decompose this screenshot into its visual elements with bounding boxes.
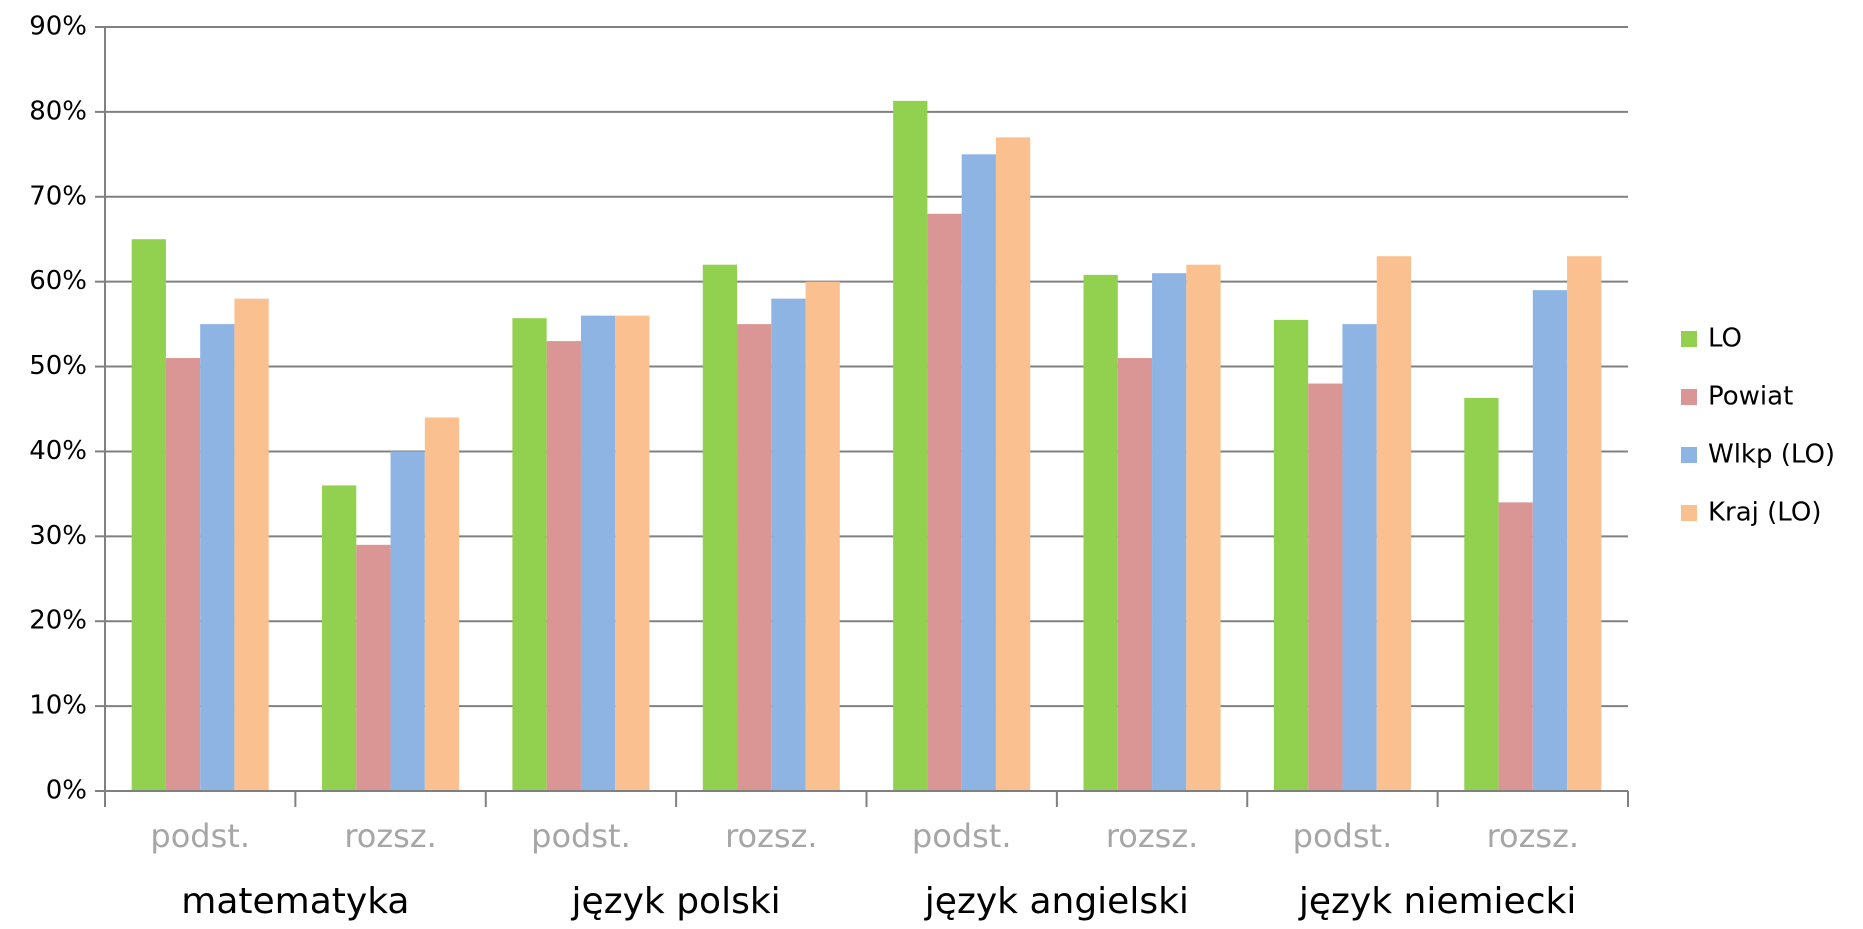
bar (893, 100, 928, 791)
bar (1152, 273, 1187, 792)
bar (356, 544, 391, 791)
bar (322, 485, 357, 791)
y-tick-label: 70% (29, 181, 87, 211)
bar (995, 137, 1031, 791)
bar (771, 298, 806, 791)
bar (805, 281, 840, 791)
x-tick-label: rozsz. (1106, 817, 1198, 855)
bar (1308, 383, 1343, 791)
y-tick-label: 50% (29, 351, 87, 381)
legend-label: Wlkp (LO) (1708, 440, 1835, 470)
y-tick-label: 40% (29, 436, 87, 466)
y-tick-label: 10% (29, 691, 87, 721)
y-tick-label: 30% (29, 521, 87, 551)
bar (546, 341, 581, 791)
x-tick-label: podst. (912, 817, 1012, 855)
y-tick-label: 0% (46, 776, 87, 806)
y-tick-label: 80% (29, 96, 87, 126)
x-tick-label: rozsz. (725, 817, 817, 855)
bar (1567, 256, 1602, 791)
legend-label: Kraj (LO) (1708, 498, 1821, 528)
bar (1498, 502, 1533, 791)
bar (1083, 274, 1118, 791)
bar (1117, 358, 1153, 791)
bar (1532, 290, 1568, 791)
legend-label: Powiat (1708, 382, 1793, 412)
y-tick-label: 60% (29, 266, 87, 296)
x-tick-label: rozsz. (1487, 817, 1579, 855)
legend-swatch (1681, 447, 1697, 463)
group-label: język polski (571, 881, 781, 922)
x-tick-label: rozsz. (344, 817, 436, 855)
bar (1273, 319, 1309, 791)
bar (424, 417, 460, 791)
x-tick-label: podst. (150, 817, 250, 855)
group-label: język angielski (924, 881, 1189, 922)
bar (615, 315, 650, 791)
bar (165, 358, 201, 791)
bar (1186, 264, 1221, 791)
bar (131, 239, 166, 791)
legend-swatch (1681, 389, 1697, 405)
x-tick-label: podst. (531, 817, 631, 855)
group-label: matematyka (181, 881, 409, 922)
bar (737, 324, 772, 791)
bar (580, 315, 616, 791)
bar (390, 451, 425, 791)
bar (927, 213, 962, 791)
bar (1376, 256, 1411, 791)
legend-swatch (1681, 505, 1697, 521)
bar (512, 318, 547, 791)
y-tick-label: 20% (29, 606, 87, 636)
bar (200, 324, 235, 791)
x-tick-label: podst. (1293, 817, 1393, 855)
bar (1342, 324, 1377, 791)
group-label: język niemiecki (1298, 881, 1576, 922)
bar (961, 154, 996, 792)
y-tick-label: 90% (29, 12, 87, 42)
bar (234, 298, 269, 791)
legend-swatch (1681, 331, 1697, 347)
legend-label: LO (1708, 324, 1742, 354)
bar (1464, 397, 1499, 791)
bar (702, 264, 738, 791)
